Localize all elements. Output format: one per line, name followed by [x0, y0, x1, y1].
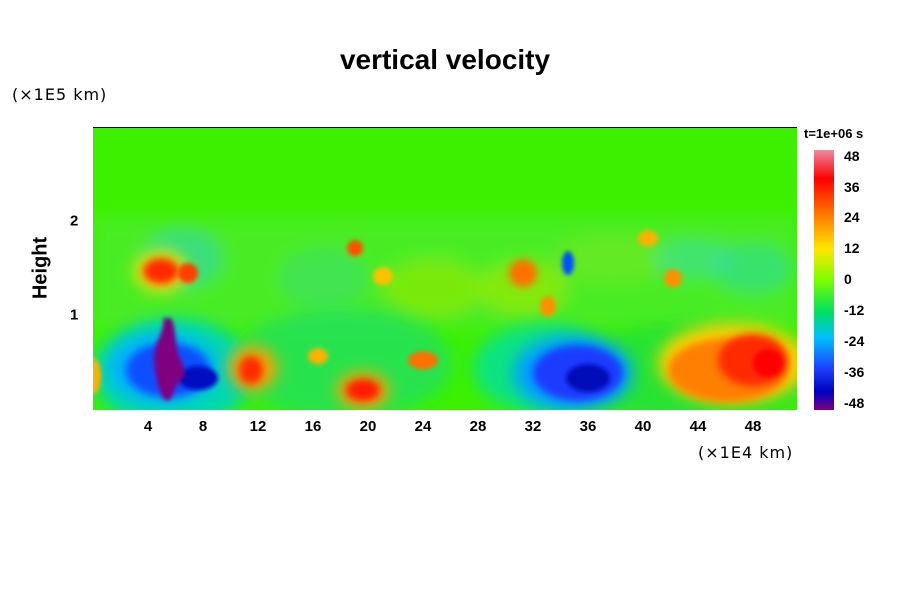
- y-axis-unit: (×1E5 km): [12, 85, 108, 104]
- x-axis-unit: (×1E4 km): [698, 443, 794, 462]
- colorbar-label: 12: [844, 240, 860, 256]
- y-tick: 1: [70, 306, 79, 324]
- x-tick: 20: [359, 418, 377, 435]
- colorbar-label: -36: [844, 364, 865, 380]
- x-tick: 8: [198, 418, 208, 435]
- x-tick: 40: [634, 418, 652, 435]
- data-features: [93, 230, 797, 410]
- heatmap-field: [93, 128, 797, 410]
- x-tick: 4: [143, 418, 153, 435]
- colorbar-label: 48: [844, 148, 860, 164]
- chart-title: vertical velocity: [339, 44, 551, 75]
- heatmap-plot-area: [93, 127, 797, 410]
- x-tick: 36: [579, 418, 597, 435]
- y-axis-label: Height: [29, 236, 52, 300]
- colorbar-label: -12: [844, 302, 865, 318]
- x-tick: 32: [524, 418, 542, 435]
- x-tick: 16: [304, 418, 322, 435]
- x-tick: 48: [744, 418, 762, 435]
- x-tick: 44: [689, 418, 707, 435]
- colorbar-label: 24: [844, 209, 860, 225]
- x-tick: 28: [469, 418, 487, 435]
- colorbar-label: 0: [844, 271, 852, 287]
- mixed-layer: [93, 218, 797, 328]
- colorbar-title: t=1e+06 s: [804, 126, 864, 141]
- colorbar-label: -24: [844, 333, 865, 349]
- colorbar-label: -48: [844, 395, 865, 411]
- y-tick: 2: [70, 212, 79, 230]
- x-tick: 24: [414, 418, 432, 435]
- colorbar-label: 36: [844, 179, 860, 195]
- x-tick: 12: [249, 418, 267, 435]
- colorbar: [814, 150, 834, 410]
